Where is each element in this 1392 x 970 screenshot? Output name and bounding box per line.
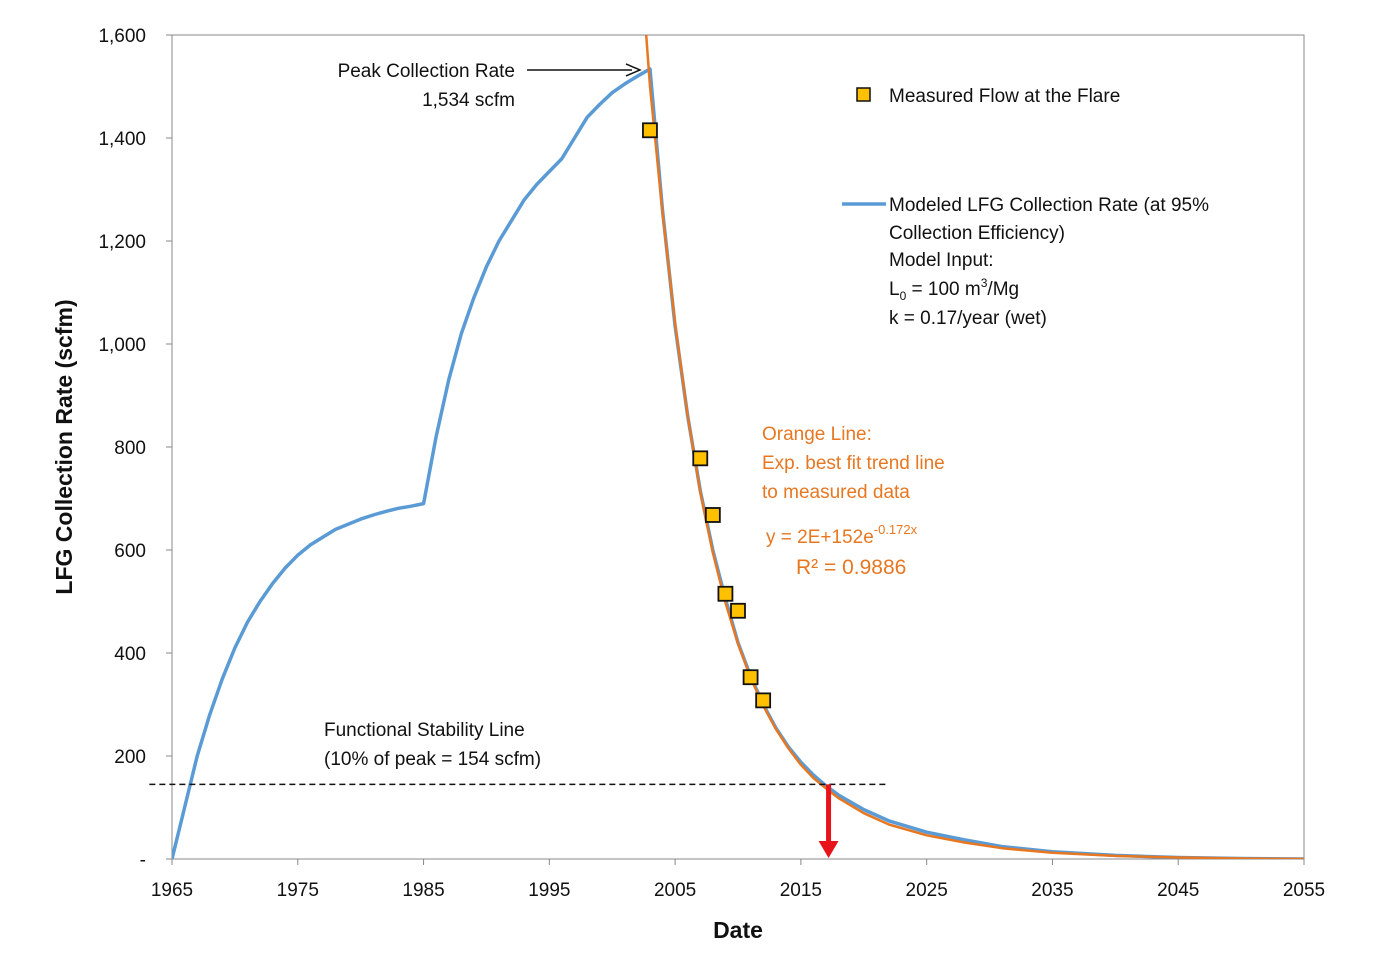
- peak-label: Peak Collection Rate: [338, 61, 515, 82]
- modeled-rate-line: [172, 67, 1304, 859]
- x-tick-label: 2045: [1157, 880, 1199, 901]
- measured-point: [755, 692, 772, 709]
- y-tick-label: 1,600: [98, 26, 146, 47]
- axis-ticks: 1965 1975 1985 1995 2005 2015 2025 2035 2045 2055…: [98, 26, 1325, 901]
- y-tick-label: 400: [114, 644, 146, 665]
- x-tick-label: 1985: [402, 880, 444, 901]
- y-tick-label: 800: [114, 438, 146, 459]
- y-tick-label: 1,400: [98, 129, 146, 150]
- measured-point: [730, 602, 746, 619]
- r-squared: R² = 0.9886: [796, 556, 906, 579]
- legend-label-modeled-1: Modeled LFG Collection Rate (at 95%: [889, 195, 1209, 216]
- x-tick-label: 2035: [1031, 880, 1073, 901]
- x-tick-label: 1975: [277, 880, 319, 901]
- plot-area: [171, 34, 1305, 860]
- x-tick-label: 2015: [780, 880, 822, 901]
- x-tick-label: 1965: [151, 880, 193, 901]
- orange-line-desc-2: to measured data: [762, 482, 910, 503]
- peak-arrow-head: [625, 63, 642, 77]
- legend-marker-measured: [856, 87, 871, 102]
- x-tick-label: 2025: [906, 880, 948, 901]
- peak-value-label: 1,534 scfm: [422, 90, 515, 111]
- x-axis-title: Date: [713, 917, 763, 943]
- legend-label-modeled-2: Collection Efficiency): [889, 223, 1065, 244]
- functional-stability-label: Functional Stability Line: [324, 720, 525, 741]
- measured-point: [642, 122, 658, 139]
- measured-point: [717, 585, 734, 602]
- y-axis-title: LFG Collection Rate (scfm): [51, 299, 77, 594]
- trend-equation: y = 2E+152e-0.172x: [766, 522, 918, 548]
- model-input-label: Model Input:: [889, 250, 994, 271]
- orange-line-desc-1: Exp. best fit trend line: [762, 453, 945, 474]
- series-layer: [172, 35, 1304, 859]
- y-tick-label: -: [140, 850, 146, 871]
- model-input-l0: L0 = 100 m3/Mg: [889, 276, 1019, 303]
- x-tick-label: 2055: [1283, 880, 1325, 901]
- annotation-layer: [149, 63, 889, 858]
- y-tick-label: 600: [114, 541, 146, 562]
- x-tick-label: 1995: [528, 880, 570, 901]
- y-tick-label: 1,000: [98, 335, 146, 356]
- orange-line-label: Orange Line:: [762, 424, 872, 445]
- legend: Measured Flow at the Flare Modeled LFG C…: [842, 86, 1209, 329]
- measured-point: [692, 450, 709, 467]
- measured-point: [704, 507, 721, 523]
- red-arrow-head: [818, 841, 839, 858]
- legend-label-measured: Measured Flow at the Flare: [889, 86, 1120, 107]
- y-tick-label: 200: [114, 747, 146, 768]
- measured-point: [742, 669, 759, 686]
- model-input-k: k = 0.17/year (wet): [889, 308, 1047, 329]
- x-tick-label: 2005: [654, 880, 696, 901]
- trend-fit-line: [644, 35, 1304, 859]
- functional-stability-note: (10% of peak = 154 scfm): [324, 749, 541, 770]
- y-tick-label: 1,200: [98, 232, 146, 253]
